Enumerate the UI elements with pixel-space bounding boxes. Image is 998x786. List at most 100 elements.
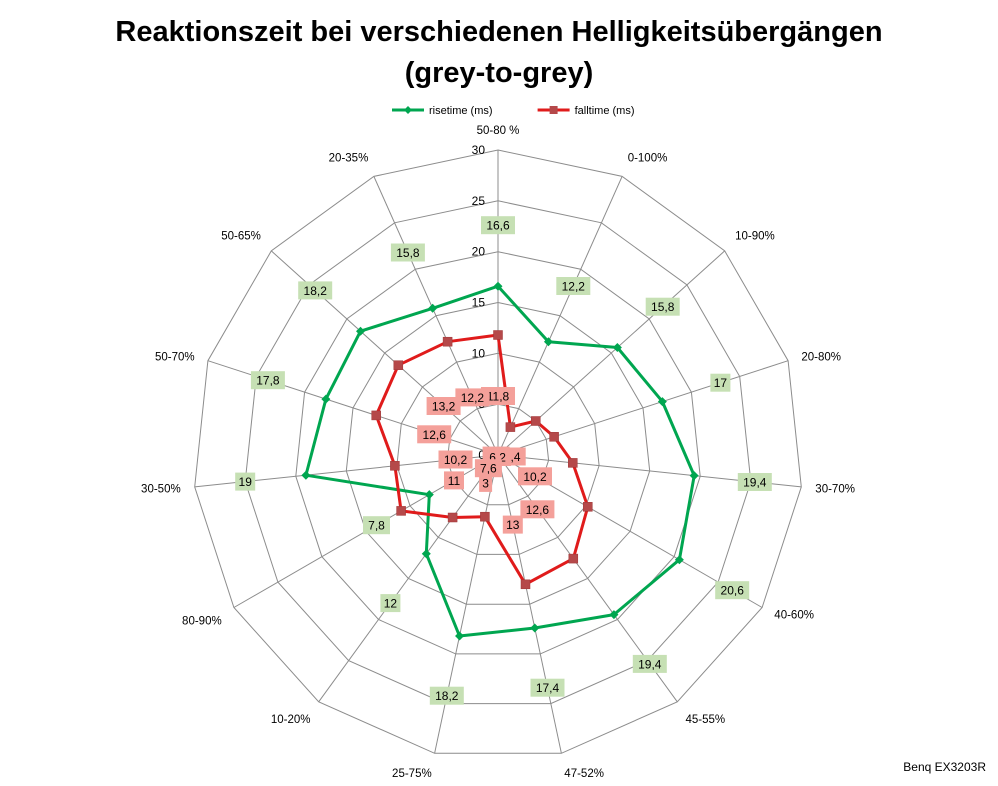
data-label-text: 7,6 [480, 462, 497, 476]
data-label-0: 15,8 [645, 297, 680, 316]
footer-note: Benq EX3203R [903, 760, 986, 774]
data-label-text: 18,2 [435, 689, 459, 703]
category-label: 10-90% [735, 231, 775, 243]
chart-title-line-1: Reaktionszeit bei verschiedenen Helligke… [115, 16, 883, 48]
data-label-box [444, 471, 464, 490]
series-line-0 [304, 284, 696, 638]
data-label-box [429, 686, 464, 705]
data-label-0: 19,4 [632, 654, 667, 673]
data-label-text: 13,2 [432, 400, 456, 414]
data-label-box [298, 281, 333, 300]
series-line-1 [374, 333, 590, 586]
data-label-text: 17,4 [536, 681, 560, 695]
legend-item-1: falltime (ms) [537, 105, 635, 117]
grid-spoke-7 [497, 454, 562, 754]
data-label-text: 19,4 [743, 476, 767, 490]
category-label: 10-20% [271, 714, 311, 726]
legend-item-0: risetime (ms) [392, 105, 493, 117]
data-point-1 [442, 336, 453, 347]
data-label-box [481, 216, 515, 235]
data-point-0 [689, 471, 699, 481]
data-point-1 [371, 410, 381, 421]
data-label-text: 12,2 [562, 280, 586, 294]
category-label: 20-35% [329, 153, 369, 165]
data-label-box [645, 297, 680, 316]
data-point-1 [390, 461, 400, 471]
data-label-text: 12 [384, 597, 398, 611]
data-point-1 [568, 553, 579, 564]
data-label-text: 12,2 [461, 391, 485, 405]
data-label-text: 10,2 [444, 453, 468, 467]
radial-tick-label: 20 [472, 245, 486, 259]
data-label-1: 11,8 [481, 387, 515, 405]
data-label-0: 18,2 [298, 281, 333, 300]
data-label-box [502, 515, 523, 534]
data-label-1: 12,6 [417, 425, 452, 444]
legend-label: falltime (ms) [575, 105, 635, 117]
radial-tick-label: 30 [472, 143, 486, 157]
data-label-text: 11 [448, 474, 461, 488]
data-labels: 16,6 12,2 15,8 17 19,4 20,6 19,4 17,4 18,2 12 7,8 1… [235, 216, 772, 705]
radial-tick-label: 25 [472, 194, 486, 208]
data-point-0 [421, 549, 431, 559]
data-point-1 [493, 330, 503, 340]
series-layer [301, 281, 699, 641]
data-label-box [426, 397, 461, 415]
data-label-1: 10,2 [518, 467, 552, 486]
data-point-0 [530, 623, 540, 633]
grid-ring-2 [396, 352, 600, 555]
data-label-text: 20,6 [721, 584, 745, 598]
category-label: 45-55% [686, 714, 726, 726]
data-label-box [474, 459, 502, 478]
data-point-1 [583, 502, 593, 512]
data-point-1 [549, 432, 559, 442]
grid-ring-1 [446, 403, 550, 506]
category-label: 30-50% [141, 483, 181, 495]
data-label-0: 20,6 [715, 581, 750, 600]
grid-spoke-3 [497, 360, 789, 456]
data-label-box [455, 388, 490, 407]
chart-title: Reaktionszeit bei verschiedenen Helligke… [0, 12, 998, 94]
data-point-1 [505, 422, 516, 432]
grid-ring-6 [194, 149, 802, 754]
data-label-0: 12 [380, 594, 401, 613]
category-label: 25-75% [392, 768, 432, 780]
category-label: 40-60% [774, 610, 814, 622]
data-label-box [417, 425, 452, 444]
grid-spoke-9 [318, 454, 499, 703]
grid-spoke-1 [497, 176, 623, 456]
data-label-0: 18,2 [429, 686, 464, 705]
data-label-text: 19 [239, 475, 253, 489]
data-label-box [710, 373, 731, 392]
data-point-1 [531, 416, 541, 426]
data-label-text: 19,4 [638, 657, 662, 671]
data-point-0 [609, 610, 619, 620]
data-point-0 [321, 394, 331, 404]
radial-tick-label: 0 [478, 448, 485, 462]
data-label-text: 15,8 [396, 246, 420, 260]
data-label-box [250, 371, 285, 390]
grid-ring-5 [244, 200, 752, 705]
data-label-text: 18,2 [304, 284, 328, 298]
legend: risetime (ms) falltime (ms) [392, 105, 634, 117]
data-point-1 [480, 511, 490, 522]
radar-grid [194, 149, 802, 754]
data-label-text: 3 [482, 476, 489, 490]
data-label-box [737, 473, 772, 491]
data-label-text: 17,8 [256, 374, 280, 388]
data-point-0 [612, 343, 622, 353]
grid-spoke-14 [373, 176, 499, 456]
data-label-1: 11 [444, 471, 464, 490]
data-label-box [380, 594, 401, 613]
legend-swatch-marker [404, 106, 412, 114]
data-point-0 [355, 326, 365, 336]
data-point-0 [493, 281, 503, 291]
grid-ring-4 [295, 251, 701, 655]
category-labels: 50-80 % 0-100% 10-90% 20-80% 30-70% 40-60% 45-… [141, 125, 855, 780]
data-label-text: 11,8 [487, 390, 510, 404]
data-label-1: 12,2 [455, 388, 490, 407]
data-point-1 [447, 512, 458, 523]
data-label-box [390, 243, 425, 262]
data-point-0 [301, 470, 311, 480]
data-label-1: 3 [479, 473, 493, 492]
